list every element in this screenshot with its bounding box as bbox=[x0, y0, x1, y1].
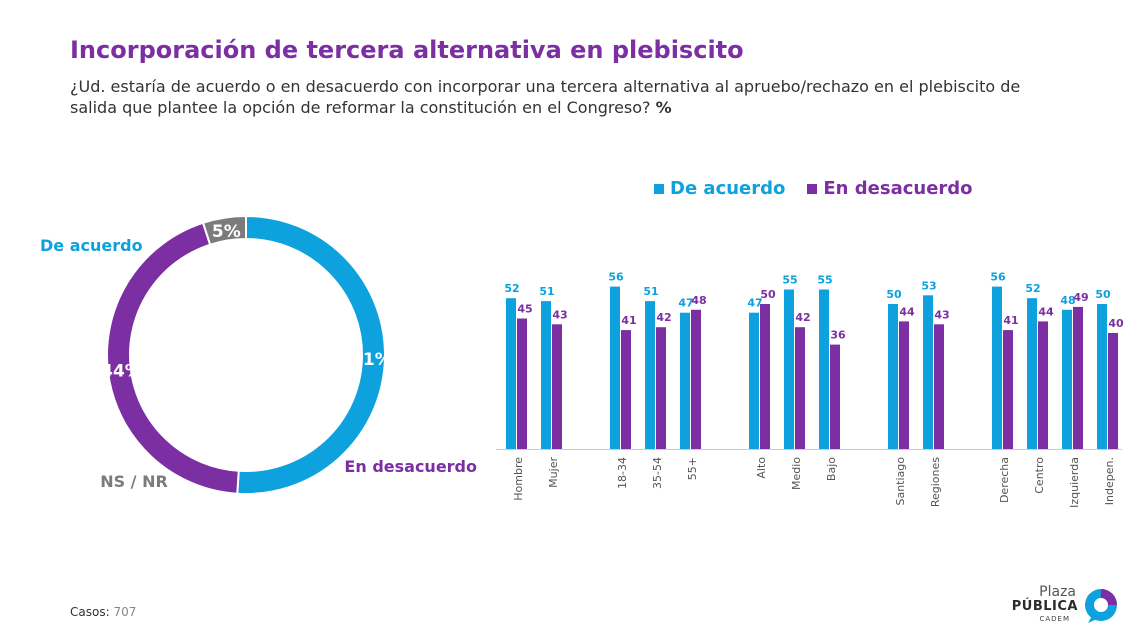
bar-acuerdo bbox=[610, 286, 620, 449]
bar-acuerdo bbox=[749, 312, 759, 449]
bar-value-label: 52 bbox=[1025, 282, 1040, 295]
bar-value-label: 48 bbox=[691, 294, 706, 307]
bar-value-label: 55 bbox=[817, 274, 832, 287]
bar-acuerdo bbox=[888, 304, 898, 449]
x-tick-label: 35-54 bbox=[651, 457, 664, 489]
x-tick-label: Mujer bbox=[547, 457, 560, 488]
bar-desacuerdo bbox=[830, 344, 840, 449]
bar-value-label: 50 bbox=[1095, 288, 1111, 301]
bar-desacuerdo bbox=[656, 327, 666, 449]
bar-value-label: 44 bbox=[899, 305, 915, 318]
bar-acuerdo bbox=[541, 301, 551, 449]
bar-desacuerdo bbox=[621, 330, 631, 449]
x-tick-label: Bajo bbox=[825, 457, 838, 481]
casos-label: Casos: bbox=[70, 605, 110, 619]
bar-desacuerdo bbox=[760, 304, 770, 449]
bar-acuerdo bbox=[1097, 304, 1107, 449]
donut-value-label: 51% bbox=[351, 350, 392, 370]
bar-value-label: 50 bbox=[760, 288, 776, 301]
bar-value-label: 47 bbox=[747, 297, 762, 310]
bar-value-label: 42 bbox=[795, 311, 810, 324]
donut-slice-ns-nr bbox=[201, 214, 247, 246]
bar-value-label: 47 bbox=[678, 297, 693, 310]
bar-acuerdo bbox=[680, 312, 690, 449]
bar-value-label: 53 bbox=[921, 279, 936, 292]
chart-title: Incorporación de tercera alternativa en … bbox=[70, 36, 744, 64]
bar-acuerdo bbox=[923, 295, 933, 449]
plaza-publica-logo: Plaza PÚBLICA CADEM bbox=[1010, 584, 1120, 626]
bar-acuerdo bbox=[1027, 298, 1037, 449]
bar-acuerdo bbox=[645, 301, 655, 449]
chart-subtitle: ¿Ud. estaría de acuerdo o en desacuerdo … bbox=[70, 76, 1060, 118]
bar-desacuerdo bbox=[934, 324, 944, 449]
bar-value-label: 56 bbox=[608, 271, 624, 284]
bar-value-label: 43 bbox=[934, 308, 949, 321]
bar-chart-legend: De acuerdo En desacuerdo bbox=[654, 178, 973, 199]
bar-value-label: 55 bbox=[782, 274, 797, 287]
x-tick-label: Santiago bbox=[894, 457, 907, 506]
x-tick-label: Izquierda bbox=[1068, 457, 1081, 508]
donut-value-label: 5% bbox=[212, 222, 241, 242]
x-tick-label: 18-34 bbox=[616, 457, 629, 489]
x-tick-label: 55+ bbox=[686, 457, 699, 480]
x-tick-label: Regiones bbox=[929, 457, 942, 507]
legend-item-acuerdo: De acuerdo bbox=[654, 178, 785, 199]
subtitle-question: ¿Ud. estaría de acuerdo o en desacuerdo … bbox=[70, 77, 1021, 117]
bar-value-label: 45 bbox=[517, 303, 532, 316]
casos-value: 707 bbox=[113, 605, 137, 619]
sample-size: Casos: 707 bbox=[70, 605, 136, 619]
x-tick-label: Derecha bbox=[998, 457, 1011, 503]
bar-desacuerdo bbox=[795, 327, 805, 449]
bar-value-label: 51 bbox=[643, 285, 658, 298]
x-tick-label: Indepen. bbox=[1103, 457, 1116, 505]
legend-label-desacuerdo: En desacuerdo bbox=[823, 178, 973, 199]
bar-acuerdo bbox=[1062, 309, 1072, 449]
x-tick-label: Hombre bbox=[512, 457, 525, 501]
bar-value-label: 48 bbox=[1060, 294, 1075, 307]
donut-category-label: En desacuerdo bbox=[344, 457, 477, 476]
bar-value-label: 41 bbox=[1003, 314, 1018, 327]
donut-category-label: NS / NR bbox=[100, 472, 168, 491]
bar-acuerdo bbox=[784, 289, 794, 449]
bar-desacuerdo bbox=[1073, 306, 1083, 449]
bar-value-label: 52 bbox=[504, 282, 519, 295]
legend-swatch-desacuerdo bbox=[807, 183, 818, 194]
logo-line2: PÚBLICA bbox=[1011, 599, 1078, 614]
bar-value-label: 49 bbox=[1073, 291, 1088, 304]
bar-desacuerdo bbox=[691, 309, 701, 449]
speech-bubble-icon bbox=[1085, 589, 1117, 623]
x-tick-label: Medio bbox=[790, 457, 803, 490]
bar-desacuerdo bbox=[1108, 333, 1118, 449]
subtitle-unit: % bbox=[655, 98, 672, 117]
logo-line1: Plaza bbox=[1039, 584, 1076, 600]
legend-swatch-acuerdo bbox=[654, 183, 664, 194]
x-tick-label: Centro bbox=[1033, 457, 1046, 494]
bar-value-label: 51 bbox=[539, 285, 554, 298]
bar-desacuerdo bbox=[899, 321, 909, 449]
donut-chart: 51% De acuerdo 44% En desacuerdo 5% NS / NR bbox=[40, 214, 477, 495]
bar-value-label: 42 bbox=[656, 311, 671, 324]
logo-line3: CADEM bbox=[1039, 615, 1070, 623]
bar-value-label: 36 bbox=[830, 329, 846, 342]
bar-desacuerdo bbox=[1003, 330, 1013, 449]
bar-desacuerdo bbox=[1038, 321, 1048, 449]
legend-item-desacuerdo: En desacuerdo bbox=[807, 178, 973, 199]
legend-label-acuerdo: De acuerdo bbox=[670, 178, 786, 199]
x-tick-label: Alto bbox=[755, 457, 768, 479]
bar-acuerdo bbox=[819, 289, 829, 449]
bar-value-label: 44 bbox=[1038, 305, 1054, 318]
bar-value-label: 43 bbox=[552, 308, 567, 321]
bar-acuerdo bbox=[506, 298, 516, 449]
bar-value-label: 40 bbox=[1108, 317, 1124, 330]
bar-desacuerdo bbox=[517, 318, 527, 449]
donut-value-label: 44% bbox=[101, 362, 142, 382]
bar-value-label: 56 bbox=[990, 271, 1006, 284]
bar-value-label: 41 bbox=[621, 314, 636, 327]
bar-value-label: 50 bbox=[886, 288, 902, 301]
bar-acuerdo bbox=[992, 286, 1002, 449]
donut-category-label: De acuerdo bbox=[40, 236, 143, 255]
bar-desacuerdo bbox=[552, 324, 562, 449]
